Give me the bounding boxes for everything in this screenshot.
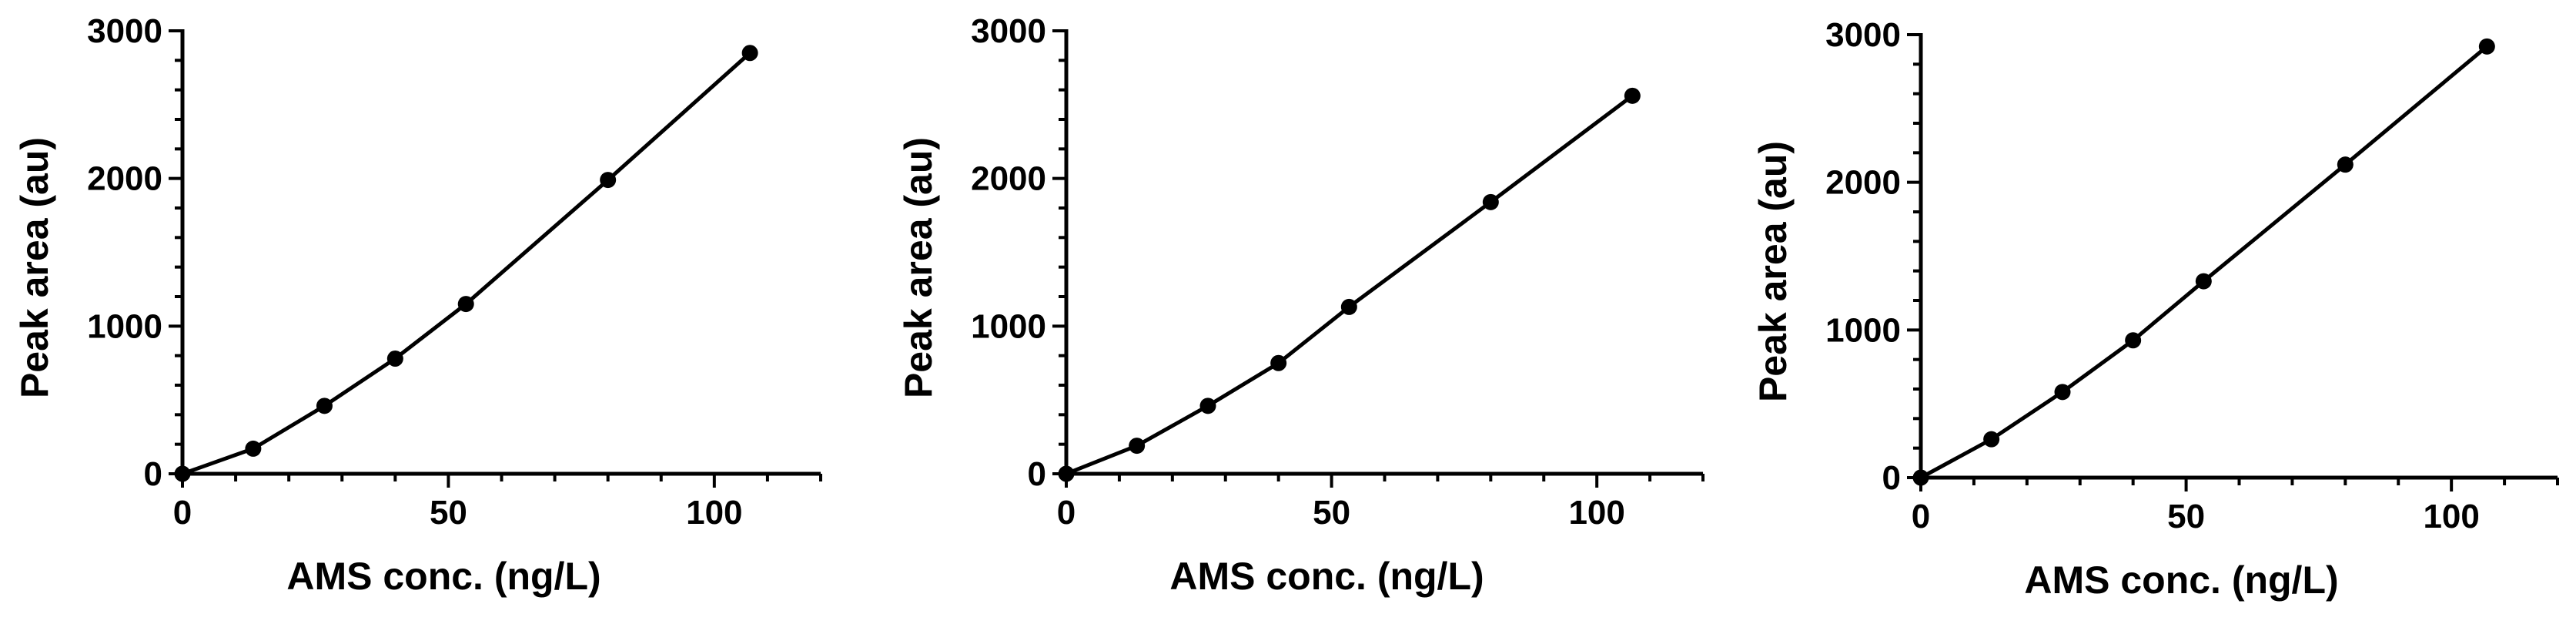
y-tick-label: 2000 [1825,164,1901,202]
data-point [174,465,191,482]
y-tick-label: 1000 [971,307,1046,345]
x-tick-label: 100 [686,494,742,532]
y-tick-label: 1000 [1825,311,1901,349]
data-point [1129,438,1146,455]
y-axis-title-2: Peak area (au) [897,137,940,398]
data-point [2054,384,2071,401]
series-line-1 [182,51,751,476]
x-tick-label: 100 [2423,498,2479,535]
series-line-3 [1919,45,2488,480]
x-axis-title-1: AMS conc. (ng/L) [286,555,601,598]
data-point [2337,156,2354,173]
chart-panel-1: 0 1000 2000 3000 0 50 100 AMS conc. (ng/L) Peak … [13,12,822,598]
data-point [1912,469,1929,486]
data-point [2195,273,2212,290]
y-tick-label: 3000 [971,12,1046,50]
y-tick-label: 3000 [87,12,162,50]
x-tick-label: 0 [173,494,192,532]
y-tick-label: 2000 [971,160,1046,198]
data-point [386,351,403,367]
x-axis-title-3: AMS conc. (ng/L) [2024,559,2338,602]
y-tick-label: 0 [1882,459,1901,497]
y-tick-label: 0 [1028,455,1046,493]
y-tick-label: 1000 [87,307,162,345]
y-tick-label: 3000 [1825,16,1901,54]
data-point [1058,465,1075,482]
series-line-2 [1066,94,1634,476]
chart-panel-2: 0 1000 2000 3000 0 50 100 AMS conc. (ng/L) Peak … [897,12,1705,598]
y-axis-title-3: Peak area (au) [1751,141,1795,402]
data-point [741,45,758,62]
data-point [457,296,474,313]
x-tick-label: 50 [2167,498,2205,535]
data-point [245,440,262,457]
data-point [1482,193,1499,210]
data-point [1624,87,1641,104]
y-tick-label: 2000 [87,160,162,198]
x-tick-label: 50 [1313,494,1350,532]
x-tick-label: 100 [1568,494,1624,532]
data-point [1340,298,1357,315]
x-tick-label: 0 [1057,494,1076,532]
data-point [2125,332,2142,349]
chart-panel-3: 0 1000 2000 3000 0 50 100 AMS conc. (ng/L) Peak … [1751,16,2559,602]
data-point [2478,38,2495,55]
data-point [1199,398,1216,414]
data-point [600,172,617,189]
y-axis-title-1: Peak area (au) [13,137,56,398]
x-tick-label: 50 [430,494,467,532]
data-point [316,398,333,414]
y-tick-label: 0 [144,455,162,493]
data-point [1983,431,2000,448]
x-axis-title-2: AMS conc. (ng/L) [1169,555,1484,598]
data-point [1270,354,1287,371]
x-tick-label: 0 [1912,498,1930,535]
